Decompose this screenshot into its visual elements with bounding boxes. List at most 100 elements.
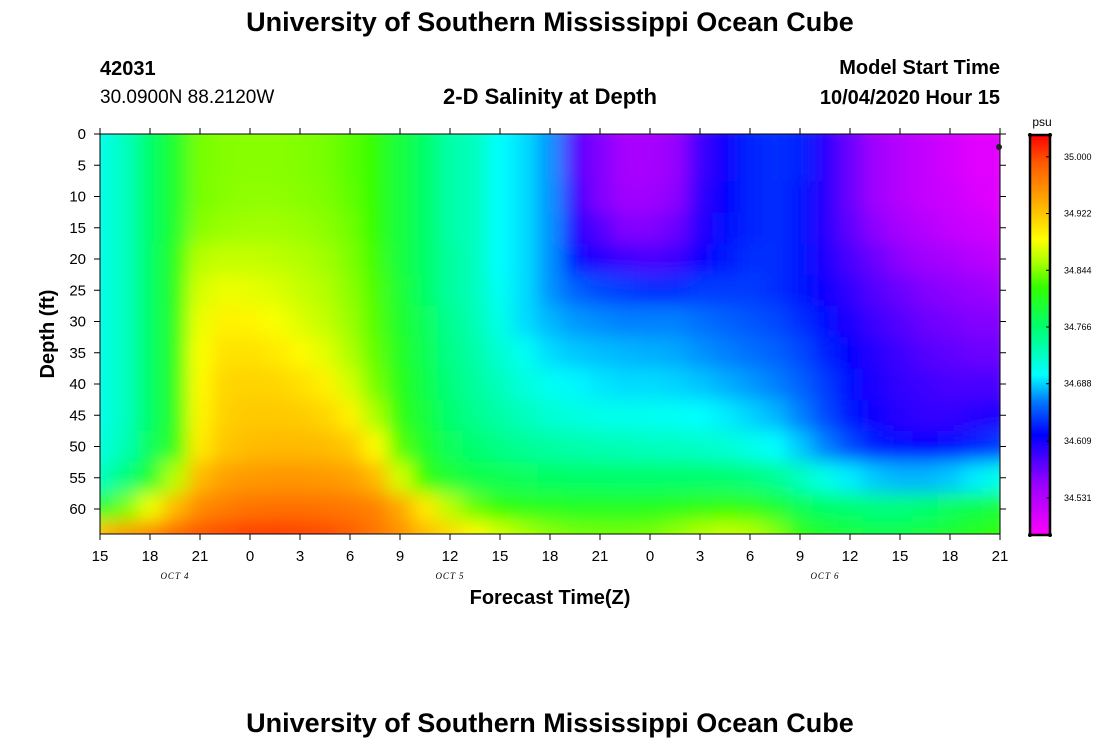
heatmap-cell <box>887 134 914 151</box>
colorbar-corner <box>1048 133 1052 137</box>
heatmap-cell <box>287 399 314 432</box>
heatmap-cell <box>612 274 639 307</box>
heatmap-cell <box>462 399 489 432</box>
heatmap-cell <box>937 493 964 523</box>
y-tick-label: 10 <box>69 189 86 206</box>
heatmap-cell <box>687 274 714 307</box>
heatmap-cell <box>262 430 289 463</box>
heatmap-cell <box>387 399 414 432</box>
heatmap-cell <box>912 212 939 244</box>
heatmap-cell <box>287 180 314 213</box>
heatmap-cell <box>387 305 414 338</box>
heatmap-cell <box>287 521 314 534</box>
heatmap-cell <box>162 368 189 401</box>
heatmap-cell <box>237 337 264 369</box>
heatmap-cell <box>462 243 489 276</box>
heatmap-cell <box>612 368 639 401</box>
y-tick-label: 15 <box>69 220 86 237</box>
heatmap-cell <box>337 149 364 182</box>
heatmap-cell <box>287 368 314 401</box>
heatmap-cell <box>912 521 939 534</box>
heatmap-cell <box>162 243 189 276</box>
heatmap-cell <box>412 243 439 276</box>
heatmap-cell <box>162 521 189 534</box>
heatmap-cell <box>937 399 964 432</box>
colorbar-gradient <box>1028 133 1052 537</box>
heatmap-cell <box>862 368 889 401</box>
heatmap-cell <box>287 212 314 244</box>
heatmap-cell <box>512 368 539 401</box>
heatmap-cell <box>512 212 539 244</box>
heatmap-cell <box>437 493 464 523</box>
heatmap-cell <box>837 337 864 369</box>
heatmap-cell <box>362 368 389 401</box>
heatmap-cell <box>237 399 264 432</box>
heatmap-cell <box>437 149 464 182</box>
heatmap-cell <box>737 243 764 276</box>
heatmap-cell <box>587 274 614 307</box>
heatmap-cell <box>212 462 239 494</box>
heatmap-cell <box>512 493 539 523</box>
heatmap-cell <box>362 305 389 338</box>
heatmap-cell <box>612 305 639 338</box>
heatmap-cell <box>137 462 164 494</box>
heatmap-cell <box>662 462 689 494</box>
heatmap-cell <box>512 149 539 182</box>
heatmap-cell <box>612 212 639 244</box>
heatmap-cell <box>587 180 614 213</box>
colorbar-tick-label: 35.000 <box>1064 152 1092 162</box>
heatmap-cell <box>337 521 364 534</box>
heatmap-cell <box>237 305 264 338</box>
heatmap-cell <box>562 149 589 182</box>
heatmap-cell <box>100 462 114 494</box>
heatmap-cell <box>962 212 989 244</box>
heatmap-cell <box>612 149 639 182</box>
heatmap-cell <box>637 430 664 463</box>
heatmap-cell <box>137 521 164 534</box>
heatmap-cell <box>637 305 664 338</box>
heatmap-cell <box>112 134 139 151</box>
y-axis: 0 5 10 15 20 25 30 35 40 45 50 55 60 <box>69 126 1006 518</box>
heatmap-cell <box>100 337 114 369</box>
heatmap-cell <box>837 305 864 338</box>
heatmap-cell <box>787 134 814 151</box>
heatmap-cell <box>237 493 264 523</box>
heatmap-cell <box>987 521 1000 534</box>
heatmap-cell <box>112 274 139 307</box>
heatmap-cell <box>312 212 339 244</box>
heatmap-cell <box>887 212 914 244</box>
heatmap-cell <box>312 134 339 151</box>
x-tick-label: 21 <box>592 548 609 565</box>
heatmap-cell <box>237 430 264 463</box>
heatmap-cell <box>412 399 439 432</box>
heatmap-cell <box>100 430 114 463</box>
heatmap-cell <box>337 493 364 523</box>
heatmap-cell <box>437 462 464 494</box>
heatmap-cell <box>387 521 414 534</box>
heatmap-cell <box>187 212 214 244</box>
heatmap-cell <box>587 212 614 244</box>
heatmap-cell <box>712 493 739 523</box>
heatmap-cell <box>962 149 989 182</box>
heatmap-cell <box>612 493 639 523</box>
heatmap-cell <box>387 493 414 523</box>
heatmap-cell <box>212 134 239 151</box>
heatmap-cell <box>437 337 464 369</box>
heatmap-cell <box>787 212 814 244</box>
heatmap-cell <box>100 493 114 523</box>
heatmap-cell <box>737 337 764 369</box>
heatmap-cell <box>262 305 289 338</box>
heatmap-cell <box>187 180 214 213</box>
heatmap-cell <box>562 134 589 151</box>
heatmap-cell <box>637 149 664 182</box>
heatmap-cell <box>437 180 464 213</box>
heatmap-cell <box>512 305 539 338</box>
heatmap-cell <box>337 212 364 244</box>
heatmap-cell <box>112 493 139 523</box>
heatmap-cell <box>287 243 314 276</box>
heatmap-cell <box>412 149 439 182</box>
heatmap-cell <box>712 305 739 338</box>
heatmap-cell <box>237 368 264 401</box>
heatmap-cell <box>862 212 889 244</box>
station-coordinates: 30.0900N 88.2120W <box>100 87 275 108</box>
